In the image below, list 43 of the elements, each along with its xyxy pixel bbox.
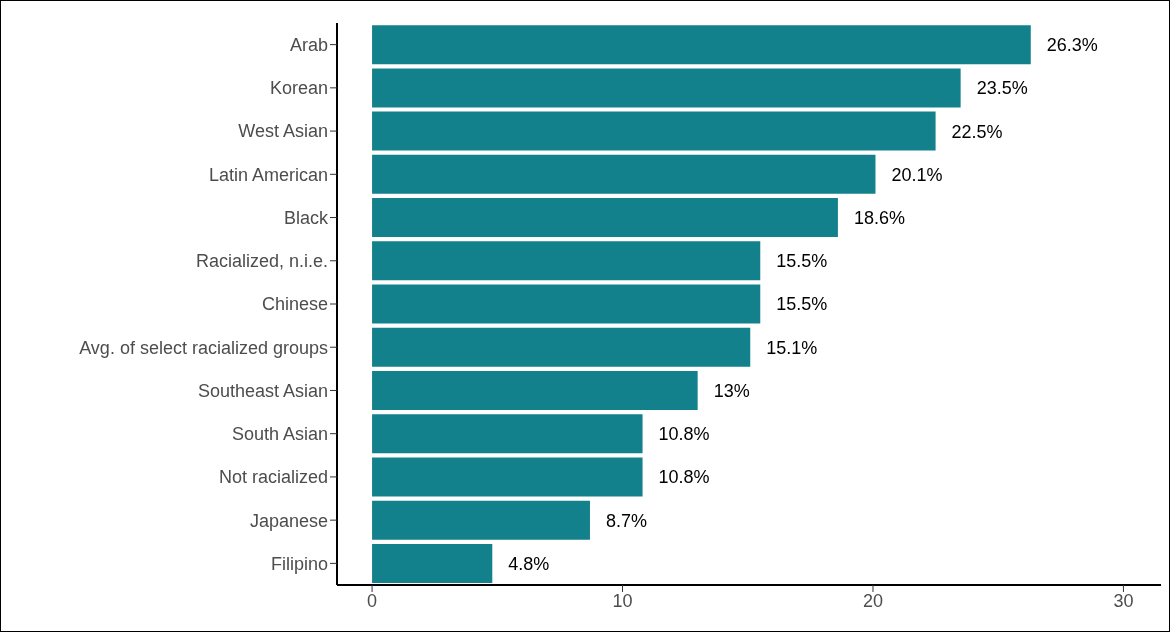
bar	[372, 371, 698, 411]
y-tick-label: Japanese	[249, 510, 328, 531]
bar	[372, 284, 761, 324]
y-tick-label: Racialized, n.i.e.	[195, 251, 328, 272]
bar	[372, 25, 1031, 65]
y-tick-label: Black	[283, 207, 329, 228]
y-tick-label: Arab	[289, 35, 328, 56]
bar	[372, 111, 936, 151]
y-tick-label: West Asian	[238, 121, 328, 142]
bar	[372, 543, 493, 583]
y-tick-label: Not racialized	[218, 467, 328, 488]
bar	[372, 414, 643, 454]
data-label: 15.5%	[776, 294, 828, 315]
data-label: 15.1%	[766, 337, 818, 358]
y-tick-label: Korean	[269, 78, 328, 99]
x-tick-label: 10	[612, 590, 633, 611]
data-label: 20.1%	[891, 164, 943, 185]
y-tick-label: Avg. of select racialized groups	[79, 337, 328, 358]
y-tick-label: Latin American	[208, 164, 328, 185]
y-tick-label: Chinese	[261, 294, 328, 315]
y-tick-label: Filipino	[270, 553, 328, 574]
data-label: 10.8%	[658, 467, 710, 488]
x-tick-label: 30	[1113, 590, 1134, 611]
bar	[372, 154, 876, 194]
data-label: 8.7%	[605, 510, 647, 531]
bar	[372, 68, 961, 108]
data-label: 4.8%	[508, 553, 550, 574]
y-tick-label: South Asian	[231, 424, 328, 445]
data-label: 26.3%	[1046, 35, 1098, 56]
data-label: 10.8%	[658, 424, 710, 445]
bar	[372, 198, 838, 238]
data-label: 23.5%	[976, 78, 1028, 99]
x-tick-label: 0	[367, 590, 378, 611]
data-label: 13%	[713, 380, 750, 401]
data-label: 22.5%	[951, 121, 1003, 142]
bar	[372, 500, 590, 540]
bar	[372, 327, 751, 367]
bar	[372, 457, 643, 497]
y-tick-label: Southeast Asian	[197, 380, 328, 401]
bar	[372, 241, 761, 281]
x-tick-label: 20	[862, 590, 883, 611]
data-label: 18.6%	[853, 207, 905, 228]
data-label: 15.5%	[776, 251, 828, 272]
